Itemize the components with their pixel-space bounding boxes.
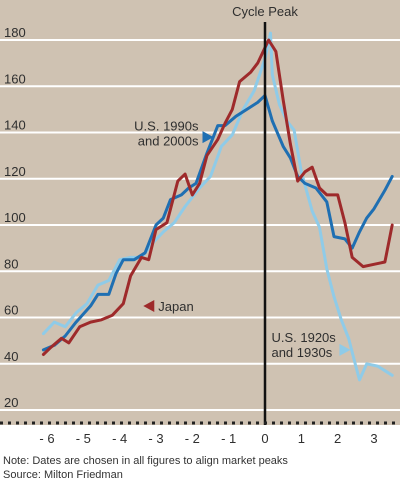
annotation-label-u-s-1920s-and-1930s-line-2: and 1930s [271, 345, 332, 360]
series-line-u-s-1920s-and-1930s [41, 31, 394, 382]
y-tick-label-160: 160 [4, 71, 26, 86]
annotation-label-u-s-1920s-and-1930s-line-1: U.S. 1920s [271, 330, 336, 345]
annotation-label-u-s-1990s-and-2000s-line-2: and 2000s [138, 134, 199, 149]
y-tick-label-100: 100 [4, 210, 26, 225]
annotation-arrow-japan [143, 299, 155, 312]
x-tick-label-minus-2: - 2 [185, 431, 200, 446]
x-tick-label-minus-4: - 4 [112, 431, 127, 446]
chart-note: Note: Dates are chosen in all figures to… [3, 455, 288, 467]
y-tick-label-40: 40 [4, 349, 18, 364]
x-tick-label-minus-5: - 5 [76, 431, 91, 446]
y-tick-label-60: 60 [4, 303, 18, 318]
x-tick-label-minus-6: - 6 [39, 431, 54, 446]
y-tick-label-20: 20 [4, 395, 18, 410]
y-tick-label-120: 120 [4, 164, 26, 179]
x-tick-label-minus-1: - 1 [221, 431, 236, 446]
x-tick-label-minus-3: - 3 [148, 431, 163, 446]
x-tick-label-3: 3 [370, 431, 377, 446]
annotation-label-u-s-1990s-and-2000s-line-1: U.S. 1990s [134, 119, 199, 134]
y-tick-label-180: 180 [4, 25, 26, 40]
y-tick-label-140: 140 [4, 118, 26, 133]
annotation-label-japan-line-1: Japan [158, 299, 193, 314]
cycle-peak-label: Cycle Peak [232, 4, 298, 19]
plot-background [0, 0, 400, 425]
x-tick-label-1: 1 [298, 431, 305, 446]
annotation-arrow-u-s-1920s-and-1930s [339, 343, 351, 356]
y-tick-label-80: 80 [4, 256, 18, 271]
chart-source: Source: Milton Friedman [3, 469, 123, 481]
x-tick-label-2: 2 [334, 431, 341, 446]
cycle-peak-marker: Cycle Peak [232, 4, 298, 425]
series-line-japan [41, 38, 394, 356]
annotation-arrow-u-s-1990s-and-2000s [202, 131, 214, 144]
series-lines [41, 31, 394, 382]
x-tick-label-0: 0 [261, 431, 268, 446]
x-tick-labels: - 6 - 5 - 4 - 3 - 2 - 1 0 1 2 3 [39, 431, 377, 446]
y-tick-labels: 20 40 60 80 100 120 140 160 180 [4, 25, 26, 410]
